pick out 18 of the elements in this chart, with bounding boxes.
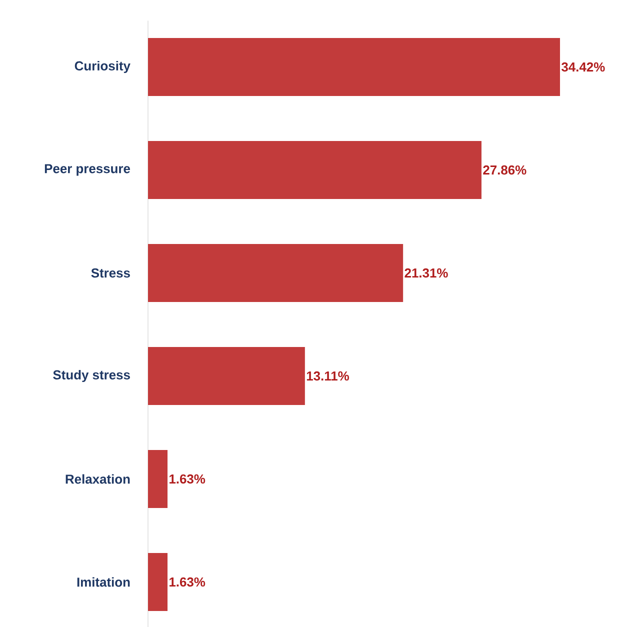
bar xyxy=(148,38,560,96)
bar xyxy=(148,450,168,508)
bar xyxy=(148,347,305,406)
y-tick-label: Stress xyxy=(91,268,130,278)
y-tick-label: Curiosity xyxy=(74,60,130,74)
y-tick-label: Relaxation xyxy=(66,474,130,484)
y-tick-label: Peer pressure xyxy=(44,164,130,176)
y-tick-label: Study stress xyxy=(53,370,130,382)
y-tick-label: Imitation xyxy=(77,577,130,587)
bar xyxy=(148,141,482,199)
data-label: 1.63% xyxy=(170,577,206,587)
data-label: 27.86% xyxy=(483,165,526,175)
bar xyxy=(148,244,404,302)
data-label: 13.11% xyxy=(306,371,349,381)
data-label: 34.42% xyxy=(562,62,605,72)
bar xyxy=(148,553,168,612)
data-label: 21.31% xyxy=(404,268,448,278)
data-label: 1.63% xyxy=(170,474,206,484)
